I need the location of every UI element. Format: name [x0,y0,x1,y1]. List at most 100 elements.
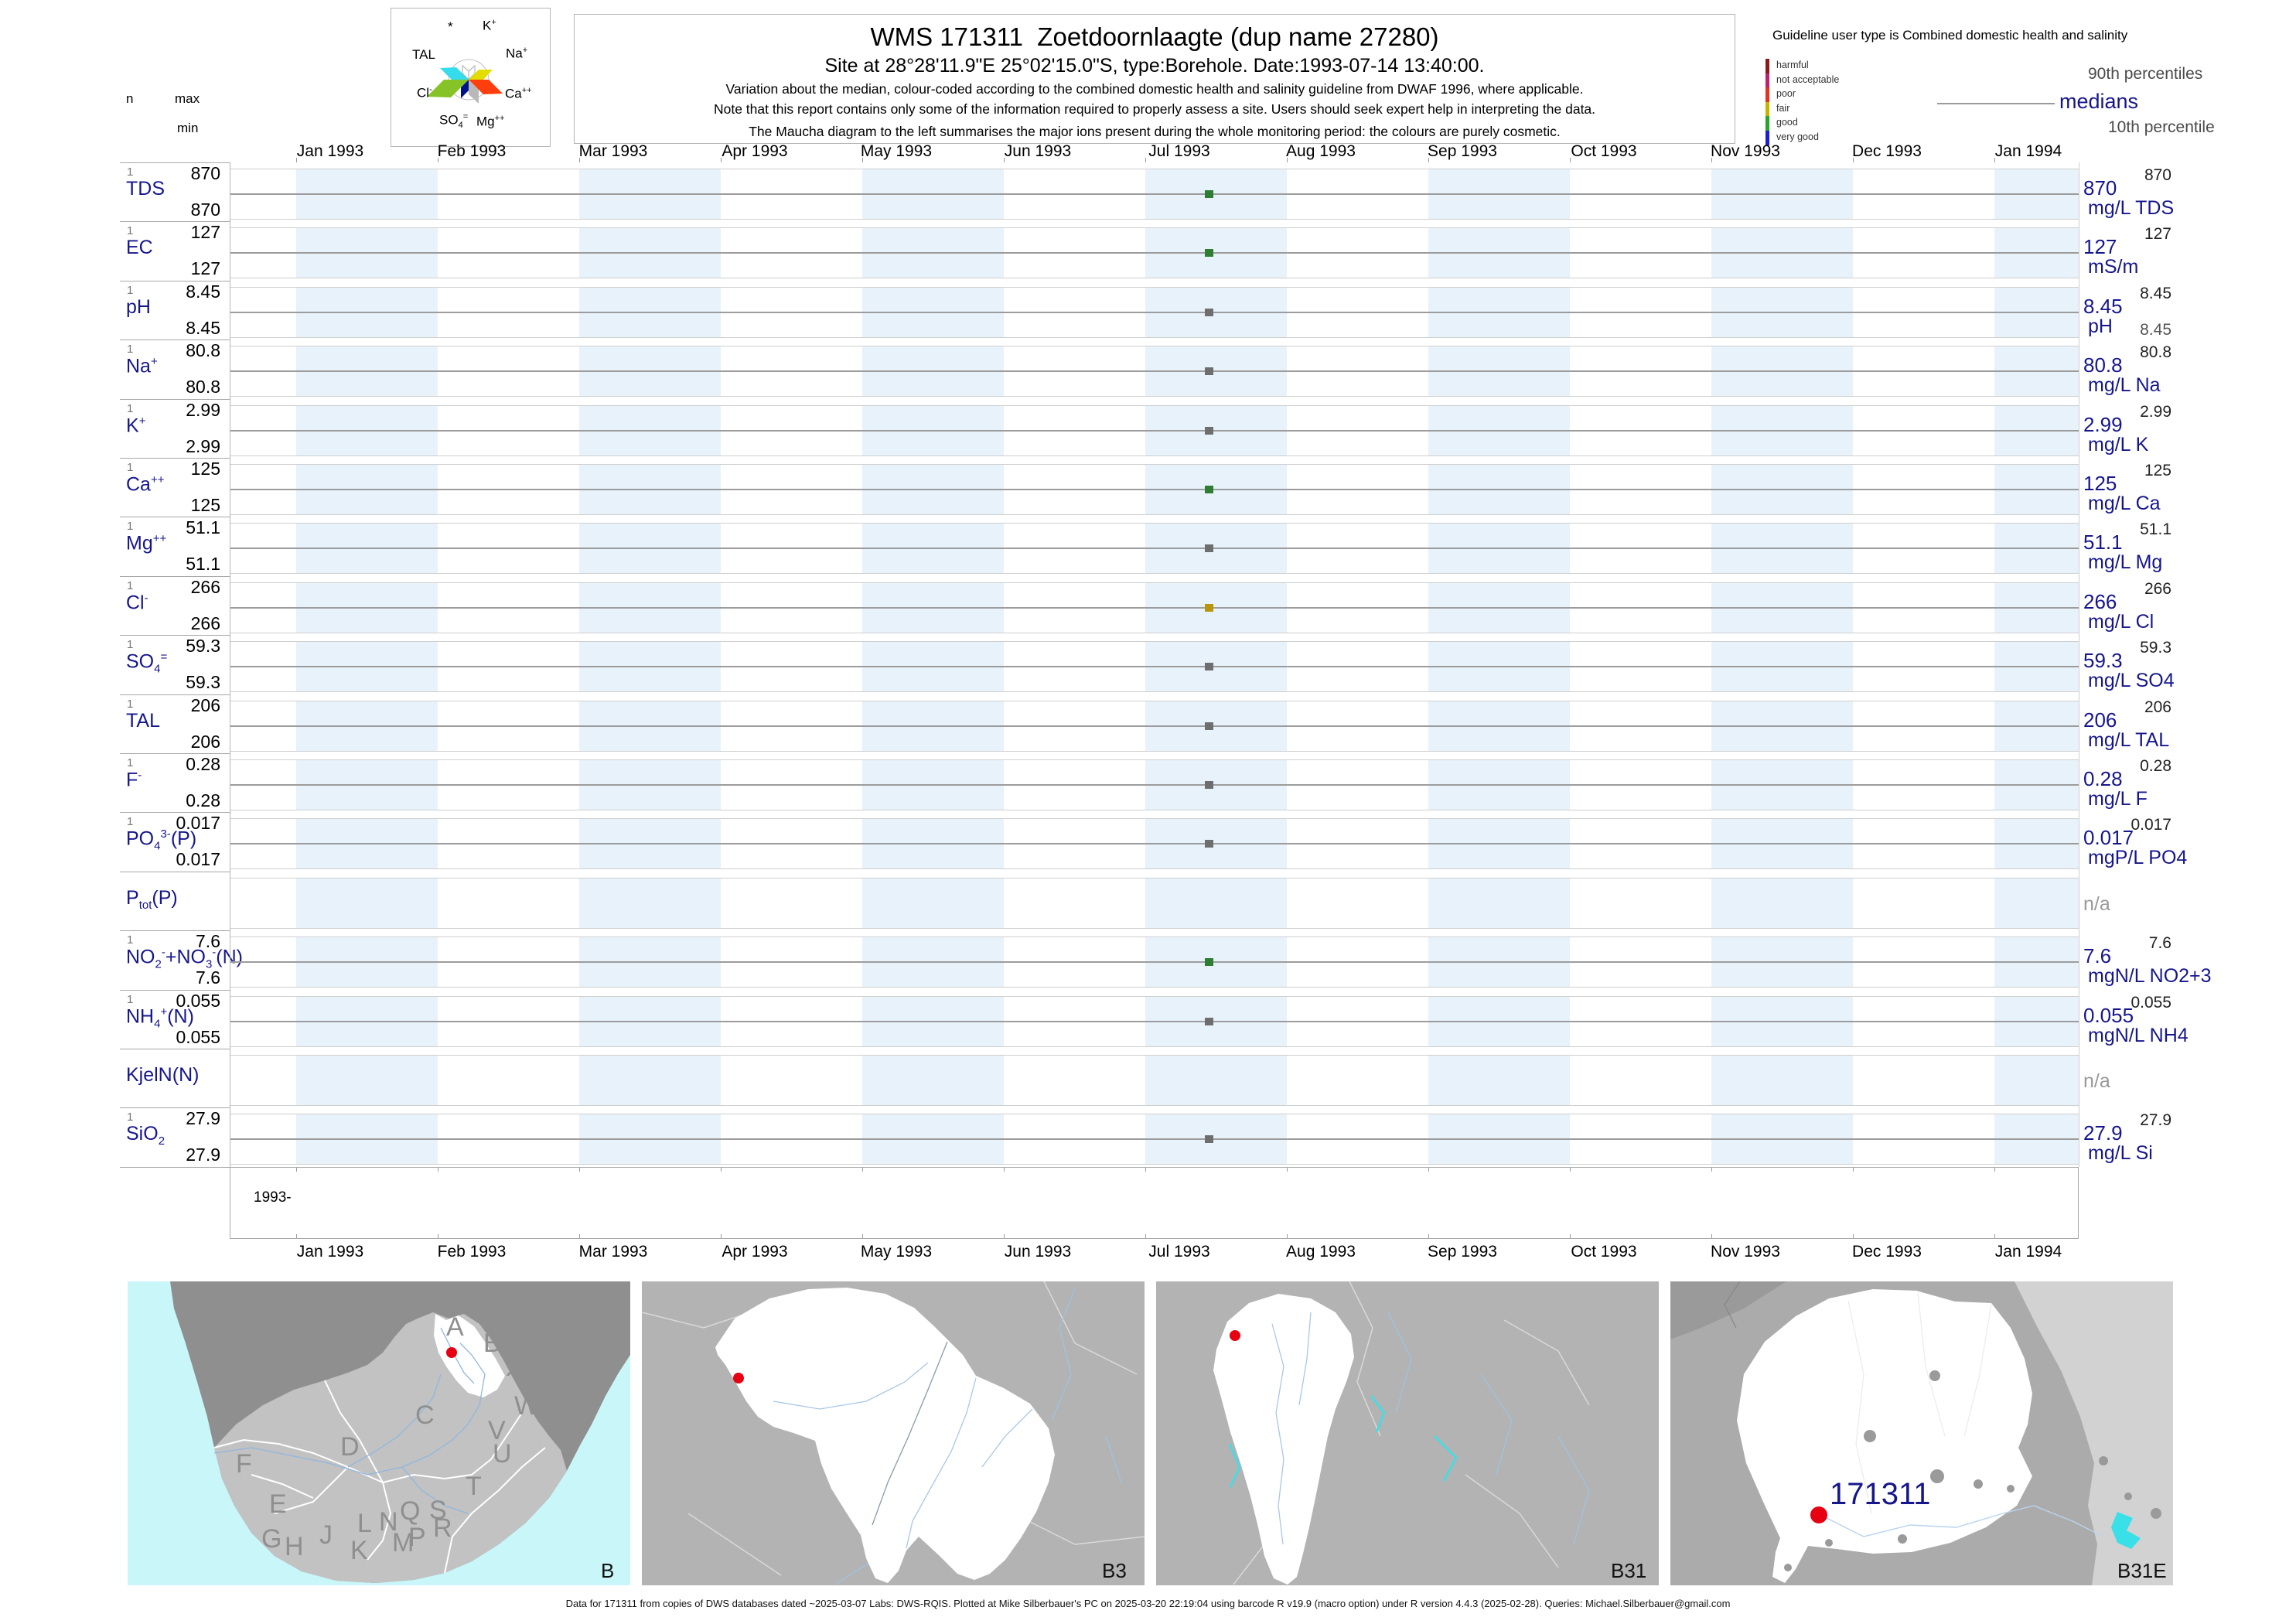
lighter-region [2015,1281,2173,1585]
river-lines [213,1327,486,1514]
region-letter-F: F [236,1449,252,1479]
month-label-bottom: Jun 1993 [1004,1243,1072,1261]
month-label-bottom: Jul 1993 [1148,1243,1210,1261]
stat-median: 8.45 [2083,294,2123,318]
region-letter-L: L [357,1509,372,1538]
month-stripe [1711,878,1853,928]
axis-tick-top [862,158,863,162]
cyan-river-segments [1228,1395,1458,1488]
median-line [230,961,2079,964]
param-band [230,523,2079,575]
maucha-wedge-so4 [461,80,469,98]
axis-header-max: max [175,91,200,106]
stat-p90: 0.017 [2131,816,2171,834]
report-note-3: The Maucha diagram to the left summarise… [749,124,1561,139]
param-separator [120,1107,230,1108]
river-lines [1387,1312,1590,1545]
report-note-1: Variation about the median, colour-coded… [725,81,1584,97]
stat-p90: 7.6 [2148,934,2171,953]
site-dot [733,1373,744,1383]
stat-unit: mg/L SO4 [2088,670,2175,692]
param-separator [120,930,230,931]
maucha-label-ca: Ca++ [505,86,532,101]
param-min: 0.055 [176,1026,220,1047]
param-name-PO4: PO43-(P) [126,827,197,853]
region-letter-S: S [429,1496,447,1525]
param-max: 0.017 [176,813,220,834]
month-label-top: Jul 1993 [1148,142,1210,160]
stat-median: 27.9 [2083,1121,2123,1145]
month-stripe [1428,878,1570,928]
period-strip: 1993- [230,1167,2079,1239]
maucha-wedge-ca [469,80,503,94]
title-box: WMS 171311 Zoetdoornlaagte (dup name 272… [574,14,1735,144]
axis-tick-bottom [1004,1234,1005,1239]
month-stripe [1711,1056,1853,1105]
axis-tick-mid [1287,1167,1288,1172]
param-max: 125 [190,459,220,479]
axis-tick-mid [1711,1167,1712,1172]
param-band [230,346,2079,397]
map-label-b: B [601,1559,614,1582]
month-stripe [296,878,438,928]
month-stripe [1994,878,2079,928]
river-lines-inside [1817,1505,2104,1537]
region-letter-D: D [340,1432,360,1462]
param-min: 870 [190,200,220,220]
param-band [230,582,2079,633]
median-marker-K [1205,426,1214,435]
param-max: 8.45 [186,281,220,302]
param-separator [120,458,230,459]
param-name-Ptot: Ptot(P) [126,886,178,912]
param-band [230,404,2079,456]
site-dot [1230,1330,1240,1341]
legend-90th-percentiles: 90th percentiles [2088,65,2203,83]
param-name-TDS: TDS [126,178,165,200]
region-letter-U: U [493,1439,512,1469]
param-min: 0.017 [176,849,220,870]
stat-median: 51.1 [2083,531,2123,554]
param-min: 266 [190,612,220,633]
param-min: 2.99 [186,435,220,456]
region-letter-P: P [408,1523,426,1552]
axis-tick-mid [1570,1167,1571,1172]
month-stripe [579,1056,721,1105]
maucha-wedge-tal [440,67,469,80]
param-separator [120,162,230,163]
median-marker-PO4 [1205,840,1214,848]
axis-tick-bottom [1711,1234,1712,1239]
stat-p90: 27.9 [2140,1111,2171,1130]
stat-median: 7.6 [2083,944,2112,968]
param-min: 80.8 [186,377,220,397]
month-label-bottom: Feb 1993 [437,1243,507,1261]
axis-tick-top [1287,158,1288,162]
built-up-patches [1784,1370,2161,1571]
month-stripe [1145,878,1287,928]
param-max: 870 [190,163,220,183]
median-marker-Na [1205,367,1214,376]
stat-median: 206 [2083,708,2117,732]
stat-p90: 2.99 [2140,402,2171,421]
median-marker-NO2NO3 [1205,958,1214,967]
axis-tick-bottom [721,1234,722,1239]
param-name-SO4: SO4= [126,650,168,676]
stat-unit: mgP/L PO4 [2088,847,2188,869]
param-name-Mg: Mg++ [126,532,167,554]
region-letter-A: A [446,1312,464,1342]
water-body [2111,1512,2141,1549]
month-label-top: Jun 1993 [1004,142,1072,160]
legend-class-label: good [1776,117,1798,128]
median-marker-Ca [1205,486,1214,493]
median-line [230,1138,2079,1141]
stat-unit: mg/L TDS [2088,197,2175,219]
stat-na: n/a [2083,1070,2110,1092]
month-stripe [1145,1056,1287,1105]
median-line [230,784,2079,786]
param-name-F: F- [126,769,142,791]
region-letter-J: J [319,1520,333,1550]
param-n: 1 [127,992,134,1006]
legend-class-label: fair [1776,102,1790,114]
axis-tick-top [1711,158,1712,162]
param-band [230,1114,2079,1165]
region-letter-H: H [285,1532,304,1561]
